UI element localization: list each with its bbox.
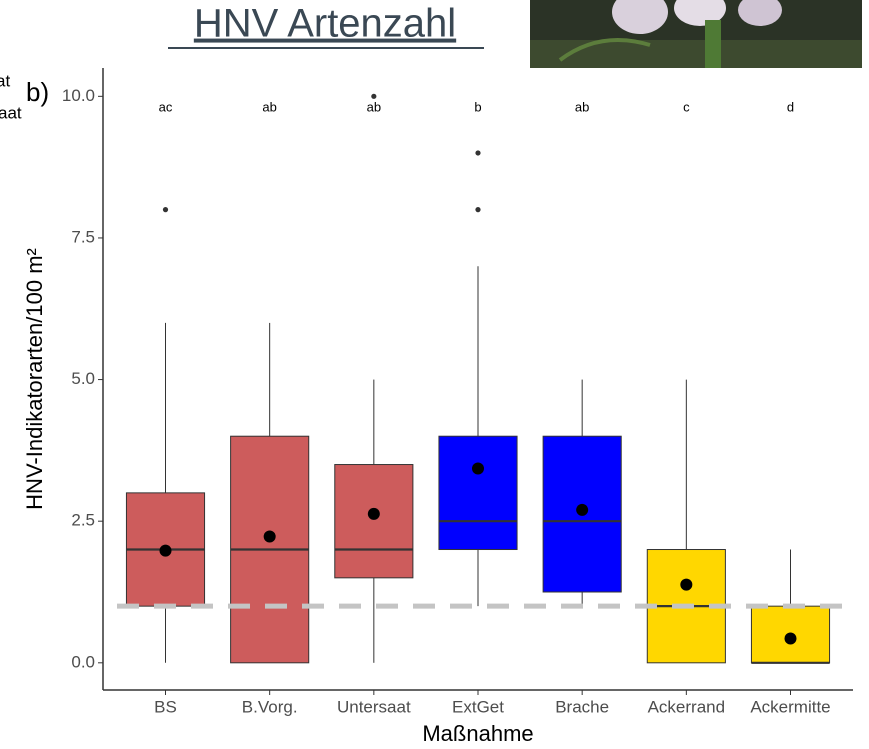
significance-letter: ab	[367, 99, 381, 114]
x-tick-label: Ackermitte	[750, 697, 830, 716]
mean	[367, 507, 380, 520]
significance-letter: ab	[575, 99, 589, 114]
significance-letter: ac	[159, 99, 173, 114]
significance-letter: d	[787, 99, 794, 114]
y-tick-label: 10.0	[62, 86, 95, 105]
y-tick-label: 5.0	[71, 369, 95, 388]
x-tick-label: Brache	[555, 697, 609, 716]
y-tick-label: 0.0	[71, 652, 95, 671]
mean	[784, 632, 797, 645]
outlier	[475, 207, 481, 213]
y-tick-label: 7.5	[71, 227, 95, 246]
significance-letter: c	[683, 99, 690, 114]
x-tick-label: ExtGet	[452, 697, 504, 716]
photo	[530, 0, 862, 68]
cut-off-text: at	[0, 71, 10, 90]
slide-title: HNV Artenzahl	[194, 2, 456, 46]
significance-letter: ab	[262, 99, 276, 114]
plot: 0.0 2.5 5.0 7.5 10.0 ac BS ab B.Vorg. ab Untersaat…	[62, 68, 853, 716]
y-axis-title: HNV-Indikatorarten/100 m²	[22, 248, 47, 510]
mean	[680, 578, 693, 591]
mean	[263, 530, 276, 543]
y-tick-label: 2.5	[71, 511, 95, 530]
x-tick-label: Ackerrand	[648, 697, 725, 716]
outlier	[162, 207, 169, 213]
mean	[576, 503, 589, 516]
outlier	[371, 93, 377, 99]
outlier	[475, 150, 481, 156]
mean	[472, 462, 484, 475]
mean	[159, 544, 172, 557]
significance-letter: b	[474, 99, 481, 114]
box	[334, 464, 414, 579]
x-tick-label: B.Vorg.	[242, 697, 298, 716]
cut-off-text: aat	[0, 103, 22, 122]
x-tick-label: BS	[154, 697, 177, 716]
box	[438, 435, 518, 551]
x-axis-title: Maßnahme	[422, 721, 533, 746]
x-tick-label: Untersaat	[337, 697, 411, 716]
panel-label: b)	[26, 77, 49, 107]
